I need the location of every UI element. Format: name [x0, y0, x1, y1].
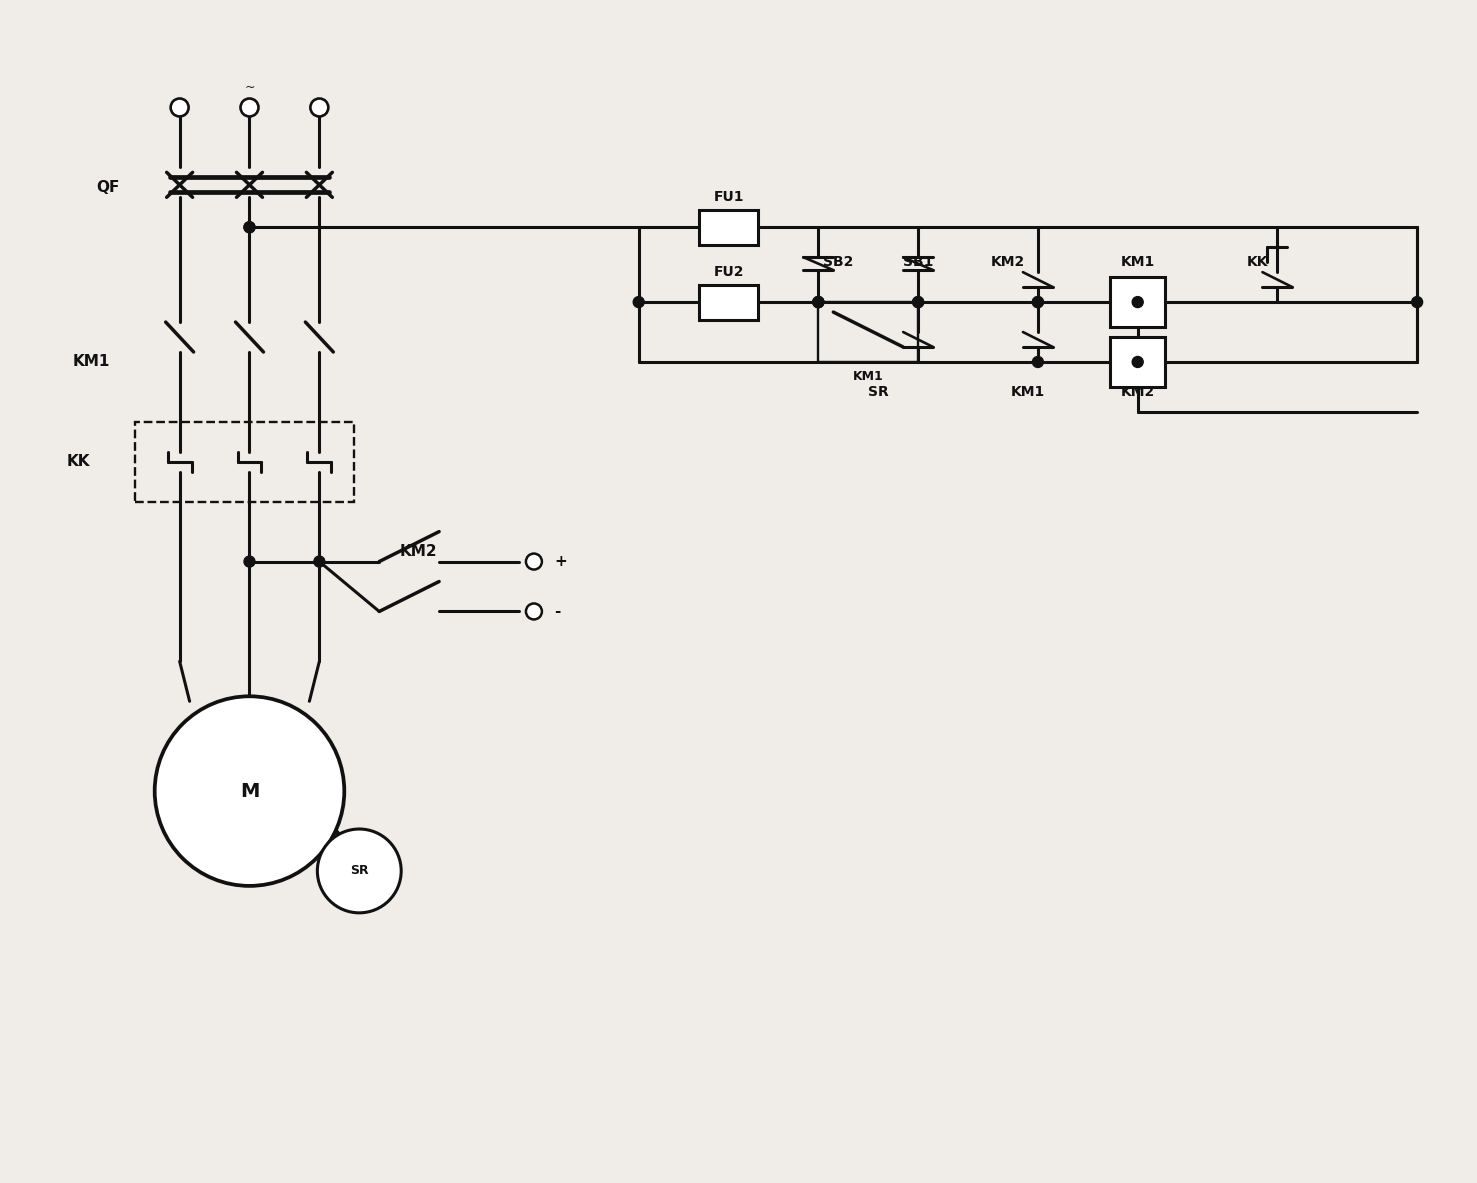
Circle shape: [244, 221, 256, 233]
Bar: [699, 209, 759, 245]
Text: FU1: FU1: [713, 190, 744, 205]
Text: KM2: KM2: [1121, 384, 1155, 399]
Text: -: -: [554, 605, 560, 619]
Text: SR: SR: [350, 865, 369, 878]
Circle shape: [812, 297, 824, 308]
Text: QF: QF: [96, 180, 120, 195]
Text: SB1: SB1: [902, 256, 933, 270]
Circle shape: [1032, 297, 1043, 308]
Circle shape: [1032, 356, 1043, 368]
Bar: [818, 302, 919, 362]
Text: ~: ~: [244, 80, 254, 93]
Text: +: +: [554, 554, 567, 569]
Text: SR: SR: [868, 384, 889, 399]
Text: KM1: KM1: [1121, 256, 1155, 270]
Circle shape: [244, 221, 256, 233]
Text: KM2: KM2: [399, 544, 437, 560]
Circle shape: [913, 297, 923, 308]
Bar: [134, 422, 354, 502]
Circle shape: [241, 98, 258, 116]
Text: KK: KK: [1247, 256, 1269, 270]
Circle shape: [1133, 356, 1143, 368]
Text: KM1: KM1: [72, 355, 109, 369]
Circle shape: [812, 297, 824, 308]
Text: KM1: KM1: [852, 370, 883, 383]
Bar: [1111, 337, 1165, 387]
Text: KM2: KM2: [991, 256, 1025, 270]
Circle shape: [318, 829, 402, 913]
Text: KK: KK: [66, 454, 90, 470]
Circle shape: [634, 297, 644, 308]
Circle shape: [171, 98, 189, 116]
Circle shape: [1133, 297, 1143, 308]
Text: FU2: FU2: [713, 265, 744, 279]
Text: SB2: SB2: [823, 256, 854, 270]
Text: KM1: KM1: [1010, 384, 1046, 399]
Circle shape: [526, 603, 542, 620]
Circle shape: [812, 297, 824, 308]
Bar: [699, 285, 759, 319]
Circle shape: [1032, 297, 1043, 308]
Circle shape: [913, 297, 923, 308]
Circle shape: [244, 556, 256, 567]
Text: M: M: [239, 782, 258, 801]
Circle shape: [310, 98, 328, 116]
Circle shape: [526, 554, 542, 569]
Circle shape: [155, 697, 344, 886]
Bar: [1111, 277, 1165, 327]
Circle shape: [313, 556, 325, 567]
Circle shape: [1412, 297, 1422, 308]
